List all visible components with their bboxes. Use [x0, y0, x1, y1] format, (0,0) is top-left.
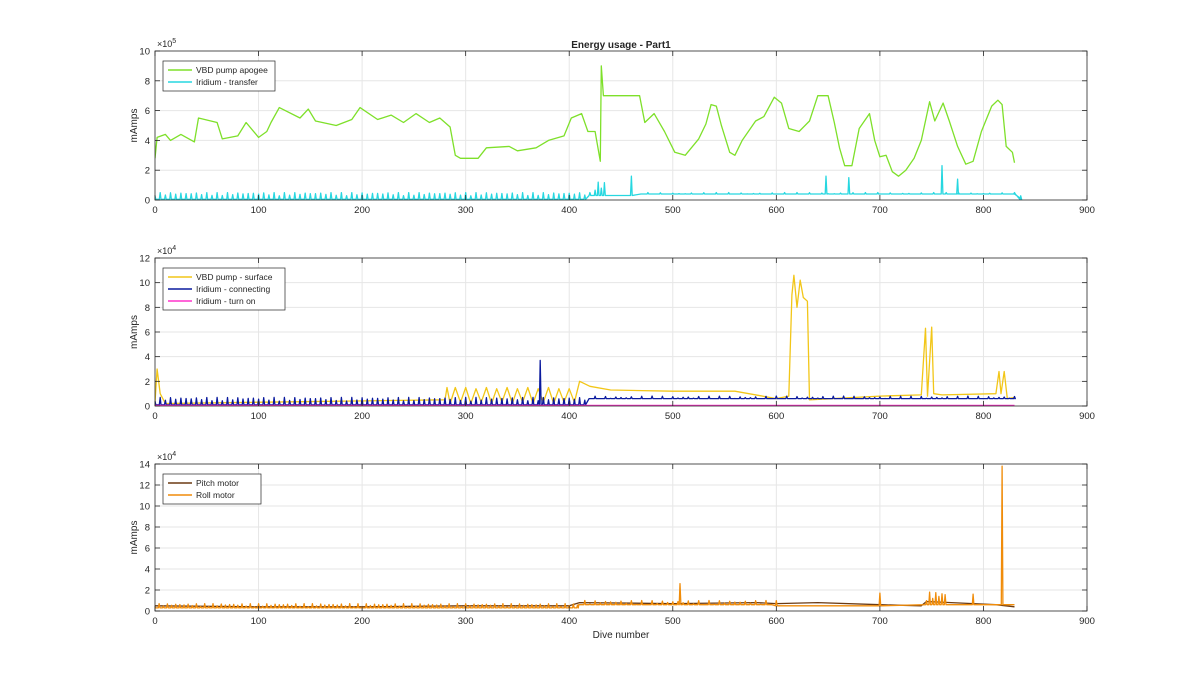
- legend-label-2: Roll motor: [196, 490, 235, 500]
- x-tick-label: 300: [458, 205, 474, 216]
- series-group: [155, 274, 1016, 406]
- x-tick-label: 800: [976, 205, 992, 216]
- y-tick-label: 12: [139, 481, 150, 492]
- x-tick-label: 900: [1079, 616, 1095, 627]
- exponent-times: ×: [157, 39, 162, 49]
- exponent-power: 4: [172, 451, 176, 458]
- y-tick-label: 6: [145, 106, 150, 117]
- x-tick-label: 0: [152, 616, 157, 627]
- y-tick-label: 8: [145, 76, 150, 87]
- legend-label-2: Iridium - transfer: [196, 77, 258, 87]
- legend: Pitch motor Roll motor: [162, 473, 262, 505]
- series-line-1: [155, 274, 1015, 405]
- x-tick-label: 700: [872, 205, 888, 216]
- x-tick-label: 800: [976, 411, 992, 422]
- series-line-2: [155, 465, 1015, 609]
- x-tick-label: 400: [561, 411, 577, 422]
- y-tick-label: 10: [139, 47, 150, 58]
- x-tick-label: 200: [354, 411, 370, 422]
- subplot-3: 0 100 200 300 400 500 600 700 800 900 0 2 4 6 8 10 12 14 ×…: [129, 451, 1095, 641]
- x-tick-label: 100: [251, 411, 267, 422]
- y-tick-label: 10: [139, 278, 150, 289]
- y-tick-label: 2: [145, 377, 150, 388]
- x-tick-label: 700: [872, 616, 888, 627]
- x-tick-label: 200: [354, 205, 370, 216]
- y-tick-label: 4: [145, 352, 150, 363]
- y-axis-label: mAmps: [129, 109, 140, 143]
- x-tick-label: 600: [768, 616, 784, 627]
- x-tick-label: 600: [768, 205, 784, 216]
- x-tick-label: 0: [152, 205, 157, 216]
- y-axis-label: mAmps: [129, 521, 140, 555]
- x-tick-label: 400: [561, 616, 577, 627]
- series-group: [155, 65, 1023, 200]
- y-tick-label: 8: [145, 523, 150, 534]
- exponent-times: ×: [157, 452, 162, 462]
- y-exponent-label: ×104: [157, 451, 176, 462]
- x-tick-label: 200: [354, 616, 370, 627]
- exponent-times: ×: [157, 246, 162, 256]
- legend-label-3: Iridium - turn on: [196, 296, 256, 306]
- x-tick-label: 800: [976, 616, 992, 627]
- series-group: [155, 465, 1015, 609]
- y-tick-label: 6: [145, 328, 150, 339]
- subplot-1: 0 100 200 300 400 500 600 700 800 9000246810×105m…: [129, 38, 1095, 216]
- legend-label-1: VBD pump apogee: [196, 65, 268, 75]
- x-tick-label: 300: [458, 411, 474, 422]
- chart-title: Energy usage - Part1: [571, 40, 671, 51]
- exponent-base: 10: [162, 39, 172, 49]
- exponent-base: 10: [162, 246, 172, 256]
- axes-background: [155, 464, 1087, 611]
- y-tick-label: 0: [145, 196, 150, 207]
- series-line-2: [155, 165, 1023, 200]
- y-tick-label: 14: [139, 460, 150, 471]
- y-tick-label: 4: [145, 136, 150, 147]
- x-tick-label: 400: [561, 205, 577, 216]
- legend: VBD pump - surface Iridium - connecting Ir…: [162, 267, 286, 311]
- y-tick-label: 6: [145, 544, 150, 555]
- axes-frame: [154, 50, 1088, 201]
- axes-background: [155, 51, 1087, 200]
- y-tick-label: 0: [145, 402, 150, 413]
- x-tick-label: 900: [1079, 205, 1095, 216]
- x-tick-label: 900: [1079, 411, 1095, 422]
- y-exponent-label: ×105: [157, 38, 176, 49]
- legend-label-2: Iridium - connecting: [196, 284, 270, 294]
- series-line-1: [155, 65, 1016, 177]
- y-exponent-label: ×104: [157, 245, 176, 256]
- legend-box: [162, 473, 262, 505]
- x-tick-label: 0: [152, 411, 157, 422]
- exponent-power: 4: [172, 245, 176, 252]
- x-tick-label: 100: [251, 616, 267, 627]
- x-tick-label: 100: [251, 205, 267, 216]
- y-tick-label: 10: [139, 502, 150, 513]
- exponent-power: 5: [172, 38, 176, 45]
- y-tick-label: 2: [145, 586, 150, 597]
- x-tick-label: 500: [665, 205, 681, 216]
- x-tick-label: 300: [458, 616, 474, 627]
- x-tick-label: 500: [665, 616, 681, 627]
- axes-frame: [154, 463, 1088, 612]
- y-tick-label: 8: [145, 303, 150, 314]
- x-tick-label: 500: [665, 411, 681, 422]
- x-tick-label: 700: [872, 411, 888, 422]
- exponent-base: 10: [162, 452, 172, 462]
- x-axis-label: Dive number: [593, 630, 650, 641]
- x-tick-label: 600: [768, 411, 784, 422]
- legend-label-1: Pitch motor: [196, 478, 239, 488]
- legend: VBD pump apogee Iridium - transfer: [162, 60, 276, 92]
- y-axis-label: mAmps: [129, 315, 140, 349]
- plots-container: 0 100 200 300 400 500 600 700 800 9000246810×105m…: [129, 38, 1095, 641]
- legend-label-1: VBD pump - surface: [196, 272, 273, 282]
- legend-box: [162, 60, 276, 92]
- subplot-2: 0 100 200 300 400 500 600 700 800 900024681012×10…: [129, 245, 1095, 422]
- y-tick-label: 0: [145, 607, 150, 618]
- y-tick-label: 12: [139, 254, 150, 265]
- y-tick-label: 2: [145, 166, 150, 177]
- y-tick-label: 4: [145, 565, 150, 576]
